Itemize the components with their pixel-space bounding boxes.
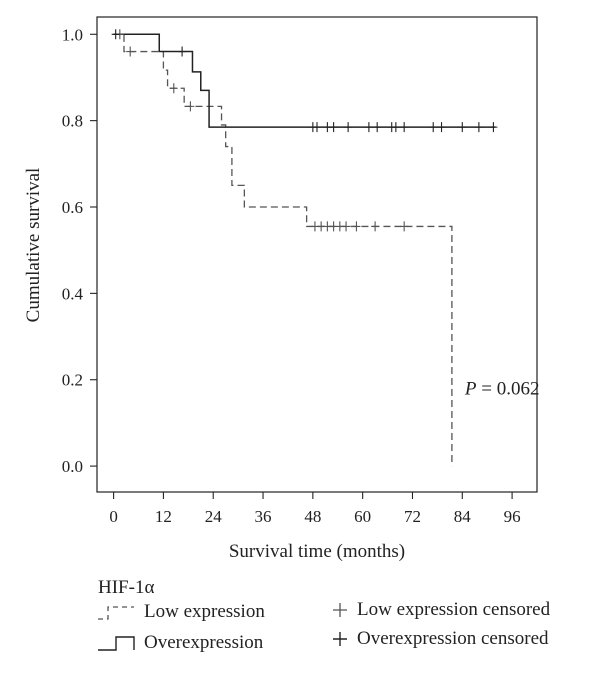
series-line-low-expression: [113, 33, 453, 467]
p-value-annotation: P = 0.062: [464, 378, 540, 399]
y-tick-label: 0.0: [62, 457, 83, 476]
censor-mark: [373, 122, 382, 133]
legend-label-overexpression: Overexpression: [144, 632, 264, 653]
censor-mark: [391, 122, 400, 133]
censor-mark: [400, 221, 409, 232]
x-tick-label: 60: [354, 507, 371, 526]
censor-mark: [437, 122, 446, 133]
y-tick-label: 1.0: [62, 25, 83, 44]
series-line-overexpression: [113, 33, 496, 128]
p-value-text: = 0.062: [477, 378, 540, 399]
censor-mark: [489, 122, 498, 133]
legend-cross-over-censored: [333, 632, 347, 646]
y-axis-label: Cumulative survival: [23, 168, 44, 323]
legend-cross-low-censored: [333, 603, 347, 617]
y-tick-label: 0.4: [62, 284, 84, 303]
censor-mark: [364, 122, 373, 133]
x-tick-label: 84: [454, 507, 472, 526]
x-axis-label: Survival time (months): [229, 541, 405, 562]
survival-curves: [113, 33, 496, 467]
censor-mark: [169, 83, 178, 94]
legend: HIF-1α Low expression Overexpression Low…: [98, 577, 551, 653]
legend-label-over-censored: Overexpression censored: [357, 628, 549, 649]
legend-label-low-expression: Low expression: [144, 601, 265, 622]
x-tick-label: 72: [404, 507, 421, 526]
censor-mark: [111, 29, 120, 40]
censor-mark: [178, 46, 187, 57]
x-tick-label: 0: [109, 507, 118, 526]
censor-mark: [400, 122, 409, 133]
p-value-symbol: P: [464, 378, 477, 399]
censor-markers: [111, 29, 498, 232]
legend-symbol-overexpression: [98, 636, 135, 651]
y-tick-label: 0.8: [62, 112, 83, 131]
x-tick-label: 36: [255, 507, 272, 526]
censor-mark: [371, 221, 380, 232]
legend-label-low-censored: Low expression censored: [357, 599, 551, 620]
censor-mark: [474, 122, 483, 133]
censor-mark: [186, 101, 195, 112]
plot-frame: [96, 16, 538, 493]
censor-mark: [458, 122, 467, 133]
censor-mark: [344, 122, 353, 133]
censor-mark: [126, 46, 135, 57]
censor-mark: [352, 221, 361, 232]
legend-title: HIF-1α: [98, 577, 154, 598]
axis-ticks: 0 12 24 36 48 60 72 84 96 0.0 0.2 0.4 0.6 0.8 1.0: [62, 25, 521, 526]
censor-mark: [329, 122, 338, 133]
censor-mark: [429, 122, 438, 133]
x-tick-label: 96: [504, 507, 521, 526]
y-tick-label: 0.6: [62, 198, 83, 217]
x-tick-label: 24: [205, 507, 223, 526]
censor-mark: [342, 221, 351, 232]
y-tick-label: 0.2: [62, 371, 83, 390]
x-tick-label: 12: [155, 507, 172, 526]
censor-mark: [313, 122, 321, 133]
x-tick-label: 48: [304, 507, 321, 526]
legend-symbol-low-expression: [98, 606, 134, 620]
